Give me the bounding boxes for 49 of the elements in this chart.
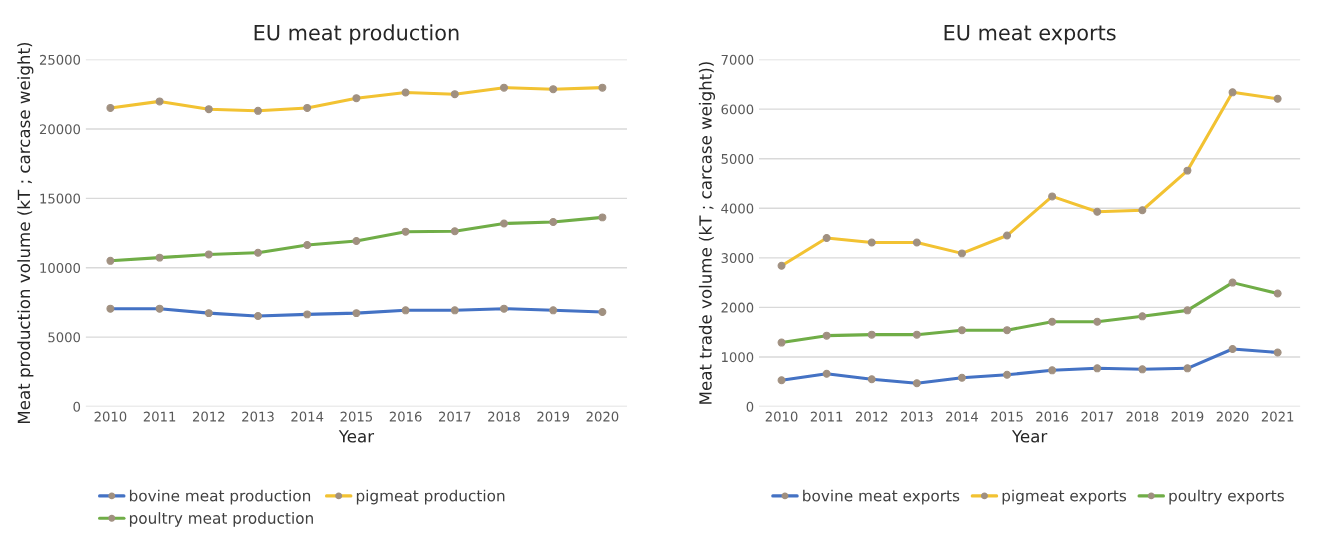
chart-title: EU meat exports: [944, 24, 1116, 45]
x-tick-label: 2020: [586, 411, 619, 422]
legend-label: bovine meat exports: [803, 489, 960, 505]
y-tick-label: 1000: [722, 352, 754, 363]
x-tick-label: 2017: [1081, 411, 1113, 422]
x-tick-label: 2020: [1216, 411, 1249, 422]
x-tick-label: 2013: [901, 411, 933, 422]
y-tick-label: 15000: [40, 193, 81, 204]
x-tick-label: 2014: [291, 411, 324, 422]
y-tick-label: 3000: [721, 253, 754, 264]
x-tick-label: 2012: [192, 411, 225, 422]
x-tick-label: 2011: [143, 411, 176, 422]
x-tick-label: 2016: [389, 411, 422, 422]
x-axis-title: Year: [338, 430, 375, 443]
x-tick-label: 2010: [765, 411, 798, 422]
y-tick-label: 4000: [721, 203, 754, 214]
x-tick-label: 2013: [242, 411, 274, 422]
y-tick-label: 20000: [39, 124, 81, 135]
x-tick-label: 2014: [946, 411, 978, 422]
chart-title: EU meat production: [254, 24, 459, 45]
legend-label: poultry exports: [1169, 489, 1284, 505]
y-axis-title: Meat trade volume (kT ; carcase weight)): [698, 62, 715, 404]
legend-label: pigmeat production: [356, 489, 505, 505]
x-tick-label: 2018: [1126, 411, 1159, 422]
y-tick-label: 7000: [721, 54, 754, 65]
x-tick-label: 2021: [1261, 411, 1294, 422]
y-tick-label: 0: [746, 401, 754, 412]
y-tick-label: 25000: [39, 54, 81, 65]
x-tick-label: 2010: [94, 411, 127, 422]
x-tick-label: 2016: [1036, 411, 1069, 422]
y-tick-label: 5000: [721, 153, 754, 164]
x-tick-label: 2015: [991, 411, 1023, 422]
y-tick-label: 0: [73, 401, 81, 412]
x-tick-label: 2012: [855, 411, 888, 422]
y-axis-title: Meat production volume (kT ; carcase weight): [17, 42, 34, 424]
y-tick-label: 6000: [721, 104, 754, 115]
legend-label: bovine meat production: [129, 489, 311, 505]
y-tick-label: 10000: [40, 262, 81, 273]
x-tick-label: 2019: [537, 411, 570, 422]
y-tick-label: 5000: [48, 332, 81, 343]
x-axis-title: Year: [1011, 430, 1048, 443]
x-tick-label: 2011: [810, 411, 843, 422]
x-tick-label: 2019: [1171, 411, 1204, 422]
x-tick-label: 2018: [488, 411, 520, 422]
x-tick-label: 2015: [340, 411, 373, 422]
legend-label: poultry meat production: [129, 512, 313, 527]
x-tick-label: 2017: [438, 411, 471, 422]
y-tick-label: 2000: [721, 302, 754, 313]
legend-label: pigmeat exports: [1002, 489, 1127, 505]
